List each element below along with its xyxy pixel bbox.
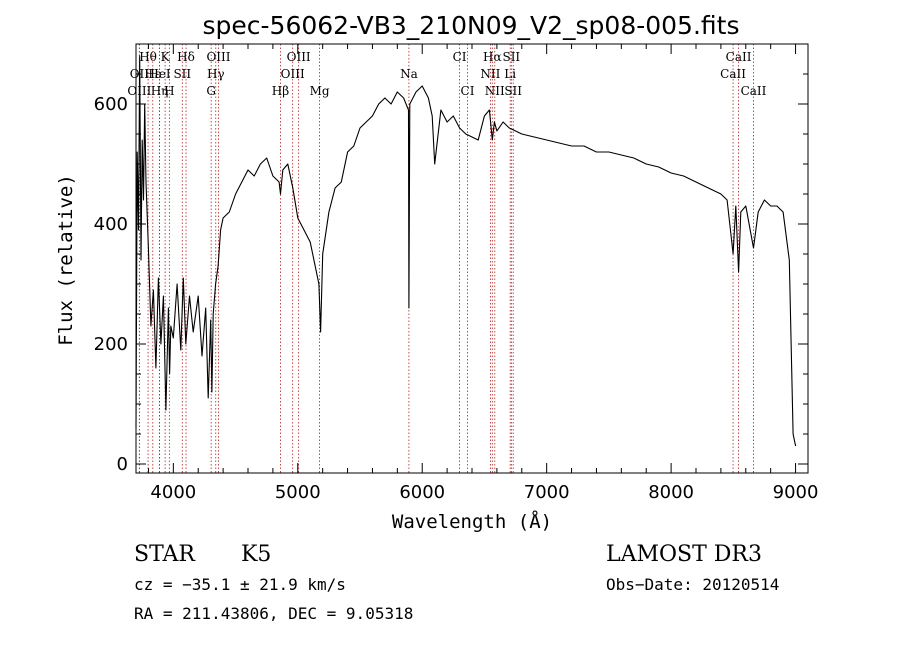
redshift-text: cz = −35.1 ± 21.9 km/s	[134, 575, 346, 594]
spectral-line-label: H	[164, 84, 174, 98]
coordinates: RA = 211.43806, DEC = 9.05318	[134, 604, 413, 623]
y-axis-label: Flux (relative)	[55, 174, 77, 346]
spectral-line-label: SII	[504, 84, 522, 98]
spectral-line-label: G	[206, 84, 216, 98]
spectral-line-label: Hγ	[207, 67, 225, 81]
y-tick-label: 0	[117, 454, 128, 475]
spectral-line-label: SII	[502, 50, 520, 64]
spectral-line-label: NII	[480, 67, 500, 81]
spectral-line-label: Hε	[144, 67, 161, 81]
spectral-line-label: OIII	[287, 50, 311, 64]
spectral-line-label: Na	[400, 67, 418, 81]
spectral-line-label: Hη	[151, 84, 169, 98]
x-tick-label: 6000	[399, 482, 445, 503]
spectral-line-label: HeI	[148, 67, 171, 81]
spectral-line-label: CI	[461, 84, 475, 98]
x-tick-label: 7000	[524, 482, 570, 503]
x-axis-label: Wavelength (Å)	[392, 510, 552, 533]
spectral-line-label: K	[161, 50, 171, 64]
spectral-line-label: CaII	[726, 50, 752, 64]
spectral-line-label: CaII	[741, 84, 767, 98]
plot-frame	[135, 43, 809, 474]
spectral-line-label: CaII	[720, 67, 746, 81]
spectral-line-label: NII	[485, 84, 505, 98]
spectral-line-label: Hβ	[272, 84, 289, 98]
chart-title: spec-56062-VB3_210N09_V2_sp08-005.fits	[203, 11, 740, 40]
spectral-line-label: Li	[504, 67, 516, 81]
object-subclass: K5	[241, 542, 271, 567]
spectral-line-label: Hδ	[177, 50, 195, 64]
object-class: STAR	[134, 542, 196, 567]
axis-ticks	[136, 44, 808, 473]
survey-name: LAMOST DR3	[606, 542, 762, 567]
axis-tick-labels: 4000 5000 6000 7000 8000 9000 0 200 400 600	[94, 94, 819, 503]
spectral-line-label: SII	[173, 67, 191, 81]
x-tick-label: 9000	[773, 482, 819, 503]
y-tick-label: 400	[94, 214, 128, 235]
spectral-line-label: CI	[453, 50, 467, 64]
x-tick-label: 5000	[275, 482, 321, 503]
spectral-line-label: Hα	[483, 50, 502, 64]
x-tick-label: 4000	[150, 482, 196, 503]
spectral-line-markers	[138, 44, 754, 473]
spectral-line-label: OIII	[281, 67, 305, 81]
x-tick-label: 8000	[648, 482, 694, 503]
y-tick-label: 200	[94, 334, 128, 355]
spectral-line-label: OIII	[206, 50, 230, 64]
spectral-line-label: Hθ	[139, 50, 157, 64]
spectral-line-label: Mg	[310, 84, 330, 98]
obs-date: Obs−Date: 20120514	[606, 575, 779, 594]
y-tick-label: 600	[94, 94, 128, 115]
spectrum-line	[135, 55, 797, 447]
